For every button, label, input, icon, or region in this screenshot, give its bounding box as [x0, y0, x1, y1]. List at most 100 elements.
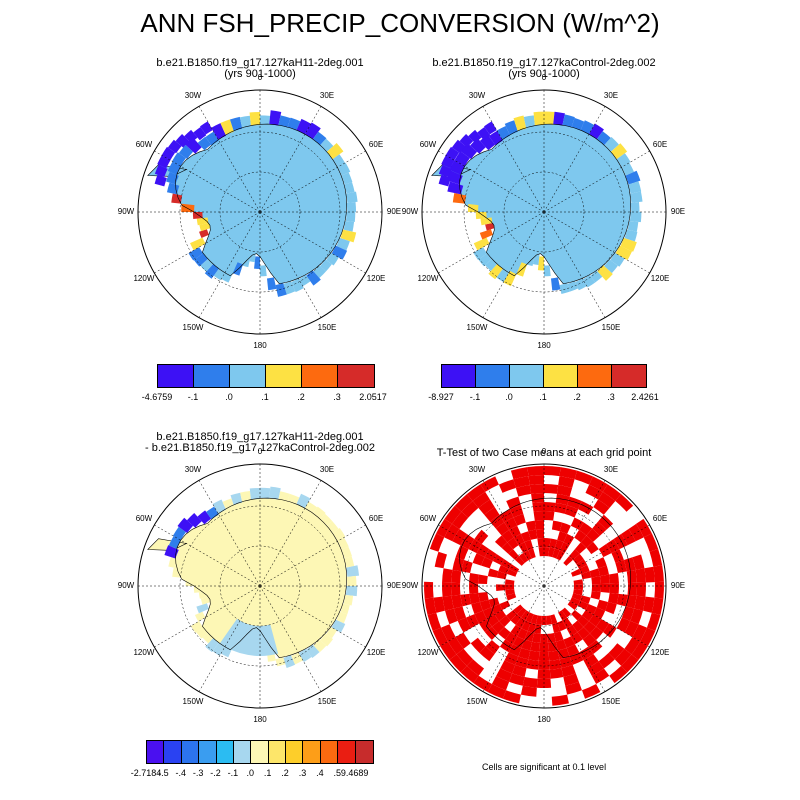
significant-cell — [494, 610, 507, 622]
grid-cell — [172, 526, 186, 541]
significant-cell — [532, 502, 544, 512]
grid-cell — [200, 596, 211, 605]
grid-cell — [438, 174, 451, 187]
significant-cell — [552, 548, 560, 559]
grid-cell — [610, 252, 625, 267]
significant-cell — [487, 684, 507, 699]
panel-1-title-line2: (yrs 901-1000) — [224, 68, 296, 80]
significant-cell — [589, 626, 604, 640]
grid-cell — [167, 139, 182, 154]
lon-label-l60W: 60W — [135, 140, 153, 149]
lon-label-l30W: 30W — [184, 464, 202, 474]
significant-cell — [591, 576, 601, 585]
significant-cell — [473, 675, 492, 692]
significant-cell — [449, 654, 467, 673]
significant-cell — [577, 615, 589, 628]
significant-cell — [632, 624, 647, 642]
significant-cell — [518, 552, 529, 564]
significant-cell — [495, 522, 510, 536]
significant-cell — [505, 584, 515, 591]
significant-cell — [455, 632, 471, 649]
colorbar-label: .3 — [607, 392, 615, 402]
meridian-line — [259, 211, 322, 318]
colorbar-swatch — [355, 741, 373, 763]
lon-label-l60W: 60W — [135, 514, 153, 523]
colorbar-label: -.4 — [175, 768, 187, 778]
significant-cell — [653, 565, 664, 583]
significant-cell — [481, 557, 493, 569]
lon-label-l60W: 60W — [419, 514, 437, 523]
significant-cell — [569, 549, 580, 560]
grid-cell — [249, 252, 256, 263]
grid-cell — [304, 122, 321, 140]
significant-cell — [528, 548, 536, 559]
significant-cell — [487, 568, 499, 578]
meridian-line — [482, 211, 545, 318]
grid-cell — [621, 162, 635, 176]
grid-cell — [624, 229, 638, 242]
significant-cell — [434, 551, 447, 569]
significant-cell — [578, 522, 593, 536]
grid-cell — [249, 111, 260, 126]
grid-cell — [175, 134, 190, 148]
significant-cell — [461, 560, 473, 573]
grid-cell — [193, 253, 208, 267]
significant-cell — [506, 568, 518, 577]
grid-cell — [196, 217, 209, 226]
significant-cell — [549, 659, 562, 670]
grid-cell — [230, 492, 243, 505]
colorbar-label: .2 — [281, 768, 289, 778]
grid-cell — [278, 115, 291, 128]
significant-cell — [447, 637, 464, 655]
case1-polar-map — [137, 89, 383, 335]
significant-cell — [513, 604, 524, 615]
lon-label-l30W: 30W — [468, 90, 486, 100]
grid-cell — [181, 203, 195, 212]
significant-cell — [608, 572, 619, 584]
meridian-line — [198, 585, 261, 692]
significant-cell — [529, 484, 544, 494]
significant-cell — [517, 628, 528, 640]
significant-cell — [598, 565, 609, 577]
significant-cell — [544, 466, 561, 477]
difference-colorbar — [146, 740, 374, 764]
significant-cell — [496, 571, 507, 580]
meridian-line — [438, 150, 545, 213]
significant-cell — [564, 505, 579, 518]
significant-cell — [498, 564, 509, 574]
meridian-line — [154, 211, 261, 274]
significant-cell — [521, 639, 533, 651]
grid-cell — [485, 222, 495, 231]
grid-cell — [337, 537, 349, 550]
grid-cell — [447, 181, 464, 195]
significant-cell — [567, 601, 578, 611]
significant-cell — [474, 529, 489, 545]
grid-cell — [603, 259, 618, 274]
significant-cell — [553, 631, 564, 642]
grid-cell — [438, 164, 452, 178]
significant-cell — [499, 509, 514, 523]
lon-label-l30W: 30W — [184, 90, 202, 100]
latitude-circle — [463, 505, 625, 667]
significant-cell — [451, 511, 469, 529]
latitude-circle — [463, 131, 625, 293]
grid-cell — [544, 111, 555, 125]
grid-cell — [488, 264, 503, 280]
significant-cell — [440, 641, 457, 660]
significant-cell — [469, 572, 480, 584]
significant-cell — [582, 633, 597, 647]
significant-cell — [515, 556, 525, 566]
colorbar-swatch — [216, 741, 234, 763]
land-field — [175, 498, 347, 658]
significant-cell — [585, 484, 603, 500]
significant-cell — [506, 593, 517, 601]
significant-cell — [573, 589, 583, 596]
grid-cell — [199, 222, 211, 232]
significant-cell — [580, 595, 591, 604]
land-field — [175, 124, 347, 284]
grid-cell — [571, 117, 585, 131]
significant-cell — [444, 505, 462, 524]
colorbar-swatch — [147, 741, 165, 763]
significant-cell — [531, 493, 544, 503]
significant-cell — [451, 569, 462, 584]
